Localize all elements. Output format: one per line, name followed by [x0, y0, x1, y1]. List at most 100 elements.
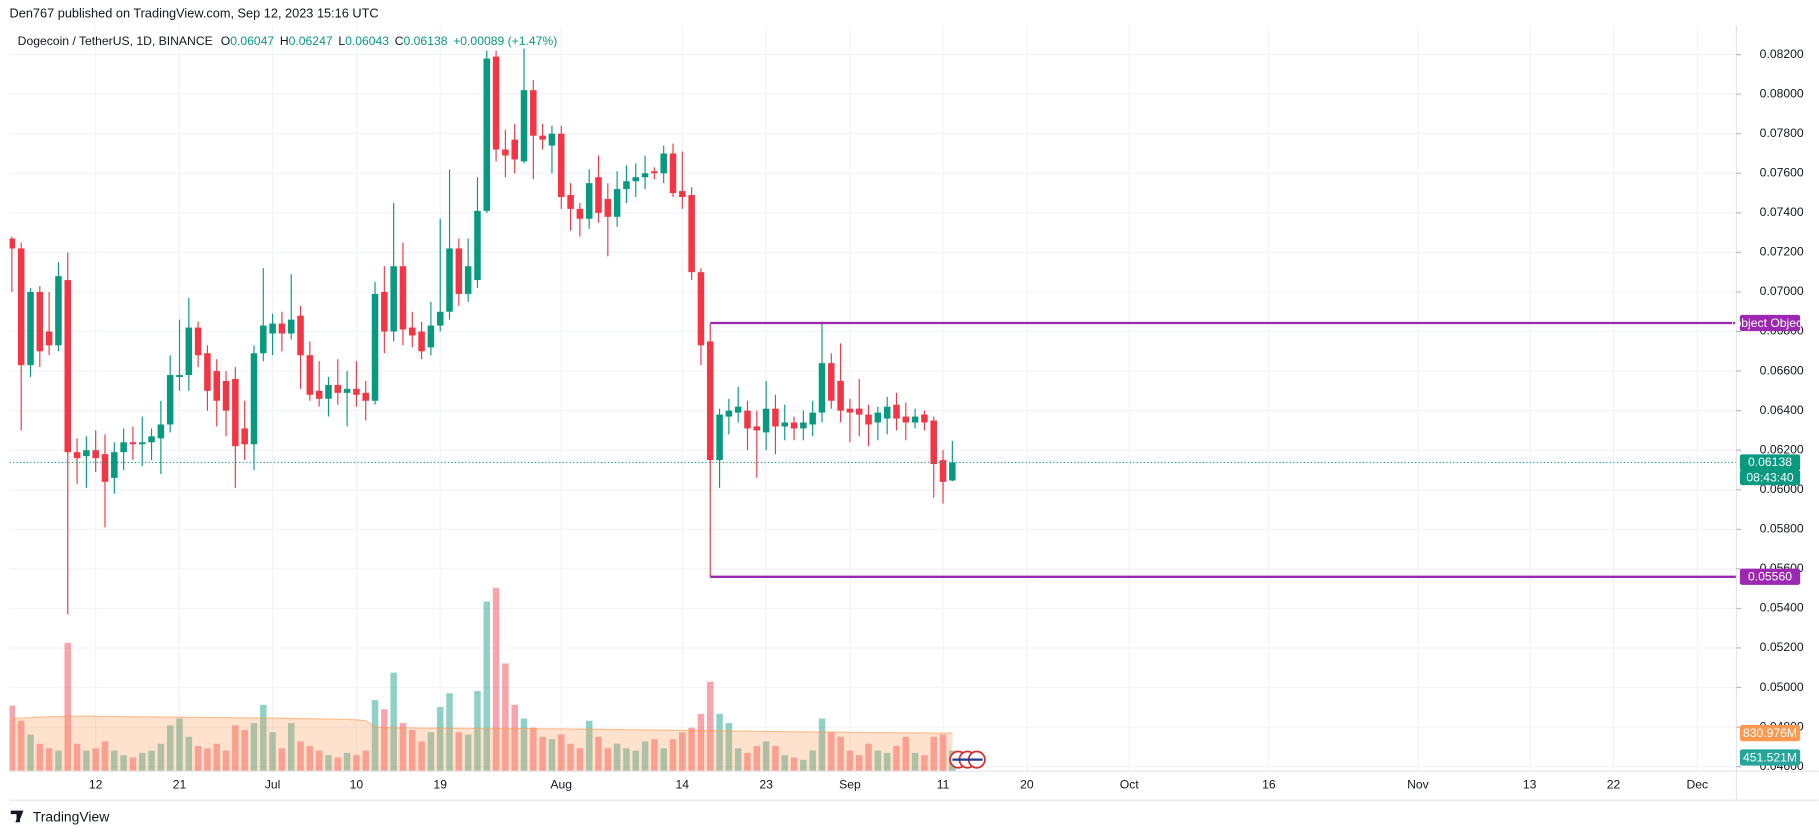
volume-bar [530, 727, 537, 772]
candle-body [436, 311, 444, 326]
volume-pane [9, 587, 956, 772]
y-tick-label: 0.05800 [1760, 522, 1804, 536]
candle-body [893, 404, 900, 419]
open-value: 0.06047 [230, 34, 274, 48]
candle-body [409, 327, 416, 336]
candle-body [269, 323, 276, 334]
volume-bar [893, 745, 900, 772]
volume-bar [567, 743, 574, 772]
x-tick-label: 13 [1523, 777, 1537, 791]
volume-bar [828, 732, 835, 772]
candle-body [353, 388, 360, 395]
legend: Dogecoin / TetherUS, 1D, BINANCE O0.0604… [18, 34, 558, 48]
volume-bar [464, 734, 472, 772]
candle-body [502, 149, 509, 156]
candle-body [241, 428, 248, 445]
volume-bar [623, 748, 630, 772]
candle-body [362, 392, 369, 401]
candle-body [129, 442, 137, 445]
volume-bar [371, 700, 379, 772]
volume-bar [194, 745, 202, 772]
y-tick-label: 0.08000 [1760, 86, 1804, 100]
volume-bar [548, 739, 556, 772]
volume-bar [520, 718, 528, 772]
candle-body [585, 183, 593, 219]
candle-body [101, 454, 109, 482]
volume-bar [651, 739, 658, 772]
candle-body [818, 363, 826, 413]
volume-ma-label: 830.976M [1743, 726, 1797, 740]
volume-bar [632, 750, 640, 772]
x-tick-label: Dec [1686, 777, 1708, 791]
volume-bar [418, 741, 425, 772]
high-label: H [280, 34, 289, 48]
volume-bar [185, 736, 193, 772]
volume-bar [688, 727, 695, 772]
candle-body [679, 191, 686, 198]
candle-body [9, 238, 16, 249]
level-label-box [1739, 568, 1801, 585]
volume-bar [753, 745, 761, 772]
volume-bar [734, 748, 742, 772]
candle-body [185, 327, 193, 376]
candle-body [92, 450, 99, 459]
volume-bar [399, 723, 407, 772]
candle-body [930, 420, 937, 465]
volume-bar [409, 729, 416, 772]
volume-bar [781, 755, 789, 772]
price-label: 0.06138 [1748, 455, 1792, 469]
y-tick-label: 0.05000 [1760, 680, 1804, 694]
candle-body [865, 414, 872, 425]
brand-name: TradingView [33, 808, 110, 824]
candle-body [753, 426, 761, 431]
candle-body [939, 460, 947, 482]
candle-body [762, 408, 770, 433]
volume-bar [641, 741, 649, 772]
volume-bar [446, 693, 453, 772]
volume-bar [297, 741, 304, 772]
candle-body [343, 388, 351, 393]
candle-body [492, 56, 500, 150]
x-tick-label: Jul [265, 777, 281, 791]
candle-body [734, 406, 742, 413]
volume-bar [315, 750, 323, 772]
volume-bar [669, 739, 677, 772]
candle-body [949, 462, 956, 481]
candle-body [874, 412, 882, 423]
candle-body [371, 293, 379, 401]
candle-body [530, 90, 537, 136]
y-tick-label: 0.07400 [1760, 205, 1804, 219]
volume-bar [213, 743, 220, 772]
volume-bar [492, 587, 500, 772]
candle-body [623, 181, 630, 190]
y-tick-label: 0.06000 [1760, 482, 1804, 496]
volume-bar [818, 718, 826, 772]
low-label: L [338, 34, 345, 48]
candle-body [55, 276, 62, 346]
candle-body [334, 384, 342, 393]
candle-body [166, 375, 174, 425]
axes: 0.08200 0.08000 0.07800 0.07600 0.07400 0.072… [89, 47, 1804, 792]
x-tick-label: 16 [1262, 777, 1276, 791]
volume-bar [83, 750, 90, 772]
volume-bar [809, 750, 816, 772]
volume-bar [725, 723, 733, 772]
volume-bar [837, 736, 844, 772]
level-label: [object Object] [1731, 316, 1809, 330]
candle-body [511, 139, 518, 160]
x-tick-label: 22 [1607, 777, 1621, 791]
candle-body [138, 442, 146, 445]
y-tick-label: 0.06600 [1760, 363, 1804, 377]
volume-bar [222, 750, 230, 772]
candle-body [418, 331, 425, 352]
volume-bar [250, 723, 258, 772]
volume-bar [241, 729, 248, 772]
candle-body [222, 380, 230, 411]
candle-body [325, 384, 332, 399]
candle-body [446, 248, 453, 312]
candle-body [604, 198, 612, 217]
candle-body [902, 416, 910, 423]
x-tick-label: 20 [1020, 777, 1034, 791]
candle-body [260, 325, 267, 354]
